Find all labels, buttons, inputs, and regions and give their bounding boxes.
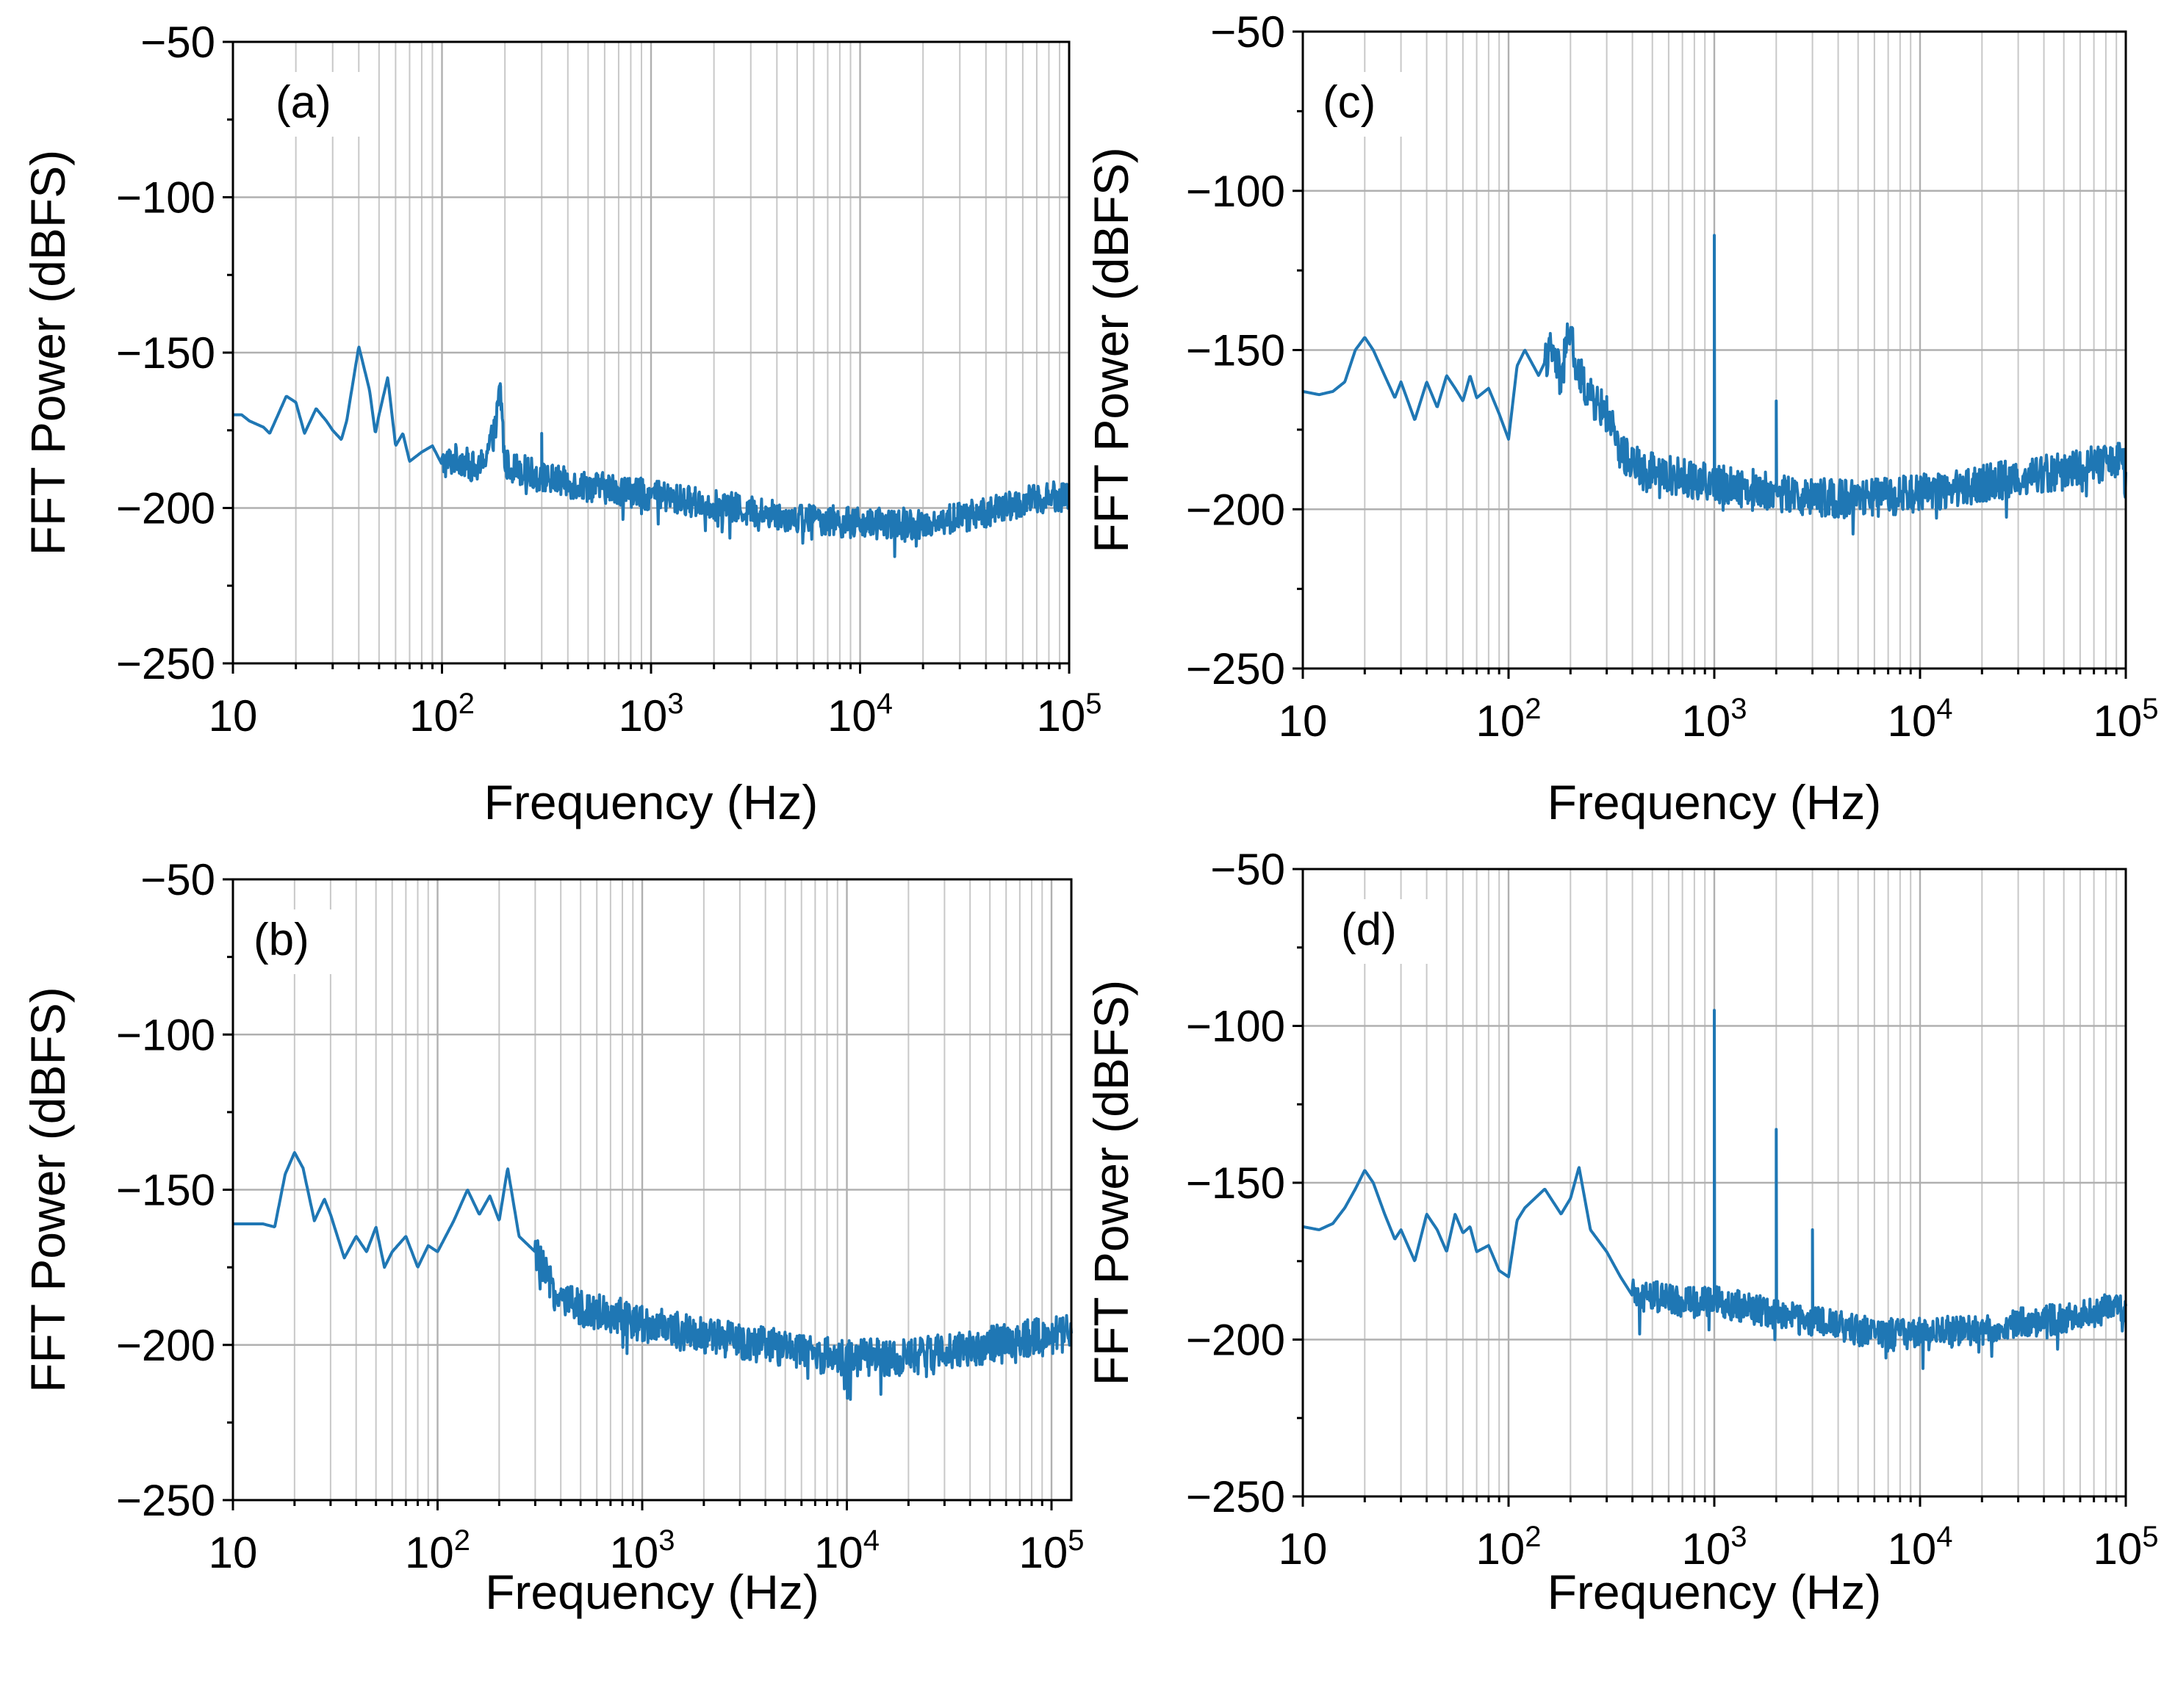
y-tick-label: −150: [116, 1166, 215, 1215]
series-line-a: [231, 345, 1071, 558]
y-tick-label: −250: [116, 1476, 215, 1525]
y-tick-label: −150: [1186, 326, 1285, 375]
x-tick-label: 103: [619, 688, 684, 741]
plot-frame: [231, 40, 1071, 665]
plot-frame: [1301, 868, 2127, 1498]
x-tick-label: 105: [1019, 1524, 1085, 1577]
y-tick-label: −150: [116, 328, 215, 378]
x-tick-label: 103: [1682, 693, 1747, 746]
panel-label: (a): [261, 72, 364, 137]
x-tick-exponent: 4: [1936, 1521, 1952, 1553]
grid: [223, 878, 1071, 1510]
y-tick-label: −50: [1210, 7, 1285, 57]
panel-label: (d): [1326, 899, 1429, 964]
y-tick-label: −250: [1186, 644, 1285, 693]
panel-label-text: (c): [1323, 77, 1376, 128]
x-tick-exponent: 2: [1525, 693, 1541, 725]
x-axis-title: Frequency (Hz): [484, 775, 819, 829]
y-tick-label: −50: [140, 18, 215, 67]
y-axis-title: FFT Power (dBFS): [1084, 980, 1138, 1386]
grid: [1293, 30, 2127, 679]
x-tick-exponent: 3: [658, 1524, 675, 1557]
x-tick-label: 102: [409, 688, 475, 741]
x-tick-label: 104: [1888, 693, 1953, 746]
panel-label-text: (b): [254, 915, 309, 965]
y-axis-title: FFT Power (dBFS): [21, 150, 75, 556]
y-tick-label: −200: [1186, 1316, 1285, 1365]
x-axis-title: Frequency (Hz): [1547, 1565, 1882, 1619]
x-axis-title: Frequency (Hz): [485, 1565, 819, 1619]
x-tick-exponent: 2: [459, 688, 475, 720]
panel-label-box: [1308, 72, 1411, 137]
x-tick-label: 105: [2093, 1521, 2159, 1574]
x-tick-exponent: 3: [1730, 693, 1747, 725]
panel-label-box: [239, 909, 342, 974]
x-tick-label: 10: [1279, 696, 1328, 746]
series-line-b: [231, 1151, 1073, 1401]
series-line-d: [1301, 1009, 2127, 1370]
x-tick-label: 102: [405, 1524, 470, 1577]
x-tick-label: 104: [814, 1524, 880, 1577]
x-tick-exponent: 4: [863, 1524, 880, 1557]
y-tick-label: −50: [140, 855, 215, 904]
x-tick-label: 104: [1888, 1521, 1953, 1574]
x-tick-exponent: 5: [2142, 1521, 2158, 1553]
panel-label-text: (a): [276, 77, 331, 128]
plot-frame: [231, 878, 1073, 1502]
y-tick-label: −100: [1186, 167, 1285, 216]
y-tick-label: −250: [116, 639, 215, 688]
y-tick-label: −100: [1186, 1002, 1285, 1051]
y-tick-label: −50: [1210, 845, 1285, 894]
x-tick-label: 105: [1037, 688, 1102, 741]
x-tick-exponent: 2: [454, 1524, 470, 1557]
x-tick-exponent: 4: [877, 688, 893, 720]
grid: [1293, 868, 2127, 1507]
x-tick-label: 105: [2093, 693, 2159, 746]
panel-label: (c): [1308, 72, 1411, 137]
x-tick-exponent: 4: [1936, 693, 1952, 725]
panel-label: (b): [239, 909, 342, 974]
x-tick-exponent: 5: [1068, 1524, 1084, 1557]
y-tick-label: −150: [1186, 1159, 1285, 1208]
x-tick-exponent: 5: [1085, 688, 1101, 720]
x-tick-label: 10: [209, 1528, 258, 1577]
x-tick-label: 10: [209, 691, 258, 741]
y-tick-label: −200: [1186, 485, 1285, 534]
y-axis-title: FFT Power (dBFS): [21, 987, 75, 1393]
panel-label-text: (d): [1341, 904, 1397, 955]
x-tick-exponent: 5: [2142, 693, 2158, 725]
panel-label-box: [261, 72, 364, 137]
x-tick-exponent: 3: [1730, 1521, 1747, 1553]
x-tick-label: 104: [827, 688, 893, 741]
series-line-c: [1301, 234, 2127, 536]
y-tick-label: −250: [1186, 1472, 1285, 1521]
y-axis-title: FFT Power (dBFS): [1084, 147, 1138, 553]
y-tick-label: −100: [116, 1010, 215, 1059]
panel-label-box: [1326, 899, 1429, 964]
x-tick-label: 102: [1476, 693, 1542, 746]
y-tick-label: −100: [116, 173, 215, 223]
x-tick-label: 10: [1279, 1524, 1328, 1574]
y-tick-label: −200: [116, 1321, 215, 1370]
x-tick-exponent: 3: [667, 688, 683, 720]
y-tick-label: −200: [116, 484, 215, 533]
x-tick-exponent: 2: [1525, 1521, 1541, 1553]
x-axis-title: Frequency (Hz): [1547, 775, 1882, 829]
x-tick-label: 102: [1476, 1521, 1542, 1574]
plot-frame: [1301, 30, 2127, 670]
